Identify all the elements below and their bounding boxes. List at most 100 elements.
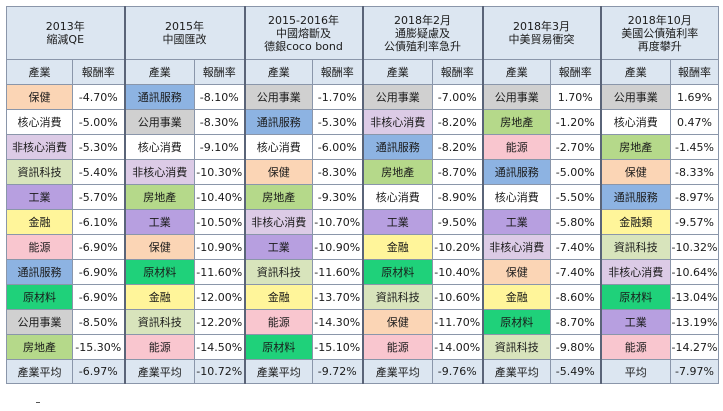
return-cell: -10.32%	[670, 234, 719, 260]
industry-cell: 非核心消費	[123, 159, 195, 185]
industry-cell: 工業	[361, 209, 433, 235]
return-cell: -8.20%	[432, 109, 483, 135]
industry-cell: 資訊科技	[123, 309, 195, 335]
industry-cell: 通訊服務	[6, 259, 73, 285]
return-cell: -6.00%	[312, 134, 363, 160]
return-cell: -8.10%	[194, 84, 245, 110]
return-cell: -1.20%	[550, 109, 601, 135]
return-cell: -5.00%	[72, 109, 125, 135]
average-label-cell: 產業平均	[123, 359, 195, 384]
industry-cell: 非核心消費	[6, 134, 73, 160]
industry-cell: 核心消費	[599, 109, 671, 135]
industry-cell: 保健	[361, 309, 433, 335]
return-cell: -13.70%	[312, 284, 363, 310]
industry-cell: 工業	[243, 234, 313, 260]
industry-cell: 通訊服務	[361, 134, 433, 160]
return-cell: -10.60%	[432, 284, 483, 310]
return-cell: -8.70%	[432, 159, 483, 185]
period-title: 2013年 縮減QE	[6, 6, 125, 60]
return-cell: -8.20%	[432, 134, 483, 160]
return-cell: -13.04%	[670, 284, 719, 310]
table-row: 能源 -6.90% 保健 -10.90% 工業 -10.90% 金融 -10.20% 非核心消費…	[6, 234, 719, 260]
table-row: 非核心消費 -5.30% 核心消費 -9.10% 核心消費 -6.00% 通訊服務 -8.20…	[6, 134, 719, 160]
industry-cell: 房地產	[481, 109, 551, 135]
return-cell: -8.30%	[194, 109, 245, 135]
return-cell: -1.70%	[312, 84, 363, 110]
period-header-row: 2013年 縮減QE 2015年 中國匯改 2015-2016年 中國熔斷及 德銀c…	[6, 6, 719, 60]
return-cell: -9.50%	[432, 209, 483, 235]
period-title: 2018年3月 中美貿易衝突	[481, 6, 601, 60]
return-cell: -7.00%	[432, 84, 483, 110]
average-return-cell: -6.97%	[72, 359, 125, 384]
industry-column-header: 產業	[243, 59, 313, 85]
industry-cell: 保健	[599, 159, 671, 185]
return-column-header: 報酬率	[72, 59, 125, 85]
return-cell: -10.40%	[432, 259, 483, 285]
industry-cell: 能源	[481, 134, 551, 160]
table-row: 原材料 -6.90% 金融 -12.00% 金融 -13.70% 資訊科技 -10.60% 金融…	[6, 284, 719, 310]
industry-cell: 金融類	[599, 209, 671, 235]
column-header-row: 產業 報酬率 產業 報酬率 產業 報酬率 產業 報酬率 產業 報酬率 產業 報酬率	[6, 59, 719, 85]
return-cell: -12.20%	[194, 309, 245, 335]
industry-cell: 資訊科技	[481, 334, 551, 360]
return-cell: -5.40%	[72, 159, 125, 185]
industry-cell: 原材料	[123, 259, 195, 285]
table-row: 核心消費 -5.00% 公用事業 -8.30% 通訊服務 -5.30% 非核心消費 -8.20…	[6, 109, 719, 135]
return-cell: -14.27%	[670, 334, 719, 360]
return-cell: 1.69%	[670, 84, 719, 110]
table-row: 公用事業 -8.50% 資訊科技 -12.20% 能源 -14.30% 保健 -11.70% 原…	[6, 309, 719, 335]
average-return-cell: -7.97%	[670, 359, 719, 384]
industry-cell: 工業	[123, 209, 195, 235]
industry-cell: 資訊科技	[6, 159, 73, 185]
return-cell: -9.10%	[194, 134, 245, 160]
return-cell: -14.30%	[312, 309, 363, 335]
industry-cell: 能源	[599, 334, 671, 360]
average-label-cell: 產業平均	[481, 359, 551, 384]
industry-cell: 能源	[361, 334, 433, 360]
return-cell: -13.19%	[670, 309, 719, 335]
return-cell: -6.90%	[72, 284, 125, 310]
industry-cell: 原材料	[481, 309, 551, 335]
return-cell: -9.30%	[312, 184, 363, 210]
industry-cell: 金融	[481, 284, 551, 310]
industry-cell: 房地產	[243, 184, 313, 210]
table-row: 工業 -5.70% 房地產 -10.40% 房地產 -9.30% 核心消費 -8.90% 核心消…	[6, 184, 719, 210]
industry-cell: 資訊科技	[243, 259, 313, 285]
industry-cell: 能源	[243, 309, 313, 335]
return-cell: -7.40%	[550, 234, 601, 260]
return-cell: -5.80%	[550, 209, 601, 235]
industry-cell: 通訊服務	[599, 184, 671, 210]
industry-cell: 非核心消費	[243, 209, 313, 235]
industry-cell: 保健	[6, 84, 73, 110]
period-title: 2018年2月 通膨疑慮及 公債殖利率急升	[361, 6, 483, 60]
period-title: 2015年 中國匯改	[123, 6, 245, 60]
industry-cell: 保健	[123, 234, 195, 260]
industry-cell: 房地產	[599, 134, 671, 160]
return-cell: -11.60%	[312, 259, 363, 285]
sector-returns-table: 2013年 縮減QE 2015年 中國匯改 2015-2016年 中國熔斷及 德銀c…	[6, 6, 719, 384]
industry-cell: 核心消費	[6, 109, 73, 135]
average-label-cell: 平均	[599, 359, 671, 384]
industry-column-header: 產業	[6, 59, 73, 85]
industry-column-header: 產業	[361, 59, 433, 85]
return-cell: -2.70%	[550, 134, 601, 160]
industry-cell: 核心消費	[123, 134, 195, 160]
industry-cell: 非核心消費	[599, 259, 671, 285]
return-cell: -5.70%	[72, 184, 125, 210]
return-cell: -6.10%	[72, 209, 125, 235]
industry-cell: 通訊服務	[243, 109, 313, 135]
return-cell: -10.30%	[194, 159, 245, 185]
industry-cell: 公用事業	[481, 84, 551, 110]
return-cell: -6.90%	[72, 234, 125, 260]
table-row: 通訊服務 -6.90% 原材料 -11.60% 資訊科技 -11.60% 原材料 -10.40…	[6, 259, 719, 285]
industry-cell: 保健	[481, 259, 551, 285]
return-cell: -8.90%	[432, 184, 483, 210]
return-cell: -10.64%	[670, 259, 719, 285]
return-cell: -5.50%	[550, 184, 601, 210]
return-cell: -4.70%	[72, 84, 125, 110]
return-cell: -15.30%	[72, 334, 125, 360]
return-cell: -5.00%	[550, 159, 601, 185]
period-title: 2015-2016年 中國熔斷及 德銀coco bond	[243, 6, 363, 60]
average-row: 產業平均 -6.97% 產業平均 -10.72% 產業平均 -9.72% 產業平均 -9.76…	[6, 359, 719, 384]
average-return-cell: -9.76%	[432, 359, 483, 384]
